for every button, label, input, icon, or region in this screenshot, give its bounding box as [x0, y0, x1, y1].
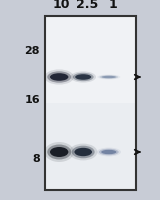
Ellipse shape	[72, 146, 95, 158]
Ellipse shape	[69, 144, 97, 160]
Bar	[45, 16, 136, 190]
Text: 16: 16	[24, 95, 40, 105]
Ellipse shape	[44, 69, 74, 85]
Ellipse shape	[101, 150, 116, 154]
Bar	[45, 103, 136, 190]
Text: 1: 1	[108, 0, 117, 11]
Ellipse shape	[102, 76, 116, 78]
Ellipse shape	[50, 73, 68, 81]
Ellipse shape	[100, 75, 118, 79]
Ellipse shape	[99, 149, 119, 155]
Ellipse shape	[74, 148, 92, 156]
Text: 2.5: 2.5	[76, 0, 98, 11]
Ellipse shape	[44, 142, 74, 162]
Ellipse shape	[47, 71, 71, 83]
Ellipse shape	[97, 148, 121, 156]
Bar	[45, 16, 136, 190]
Ellipse shape	[97, 75, 120, 79]
Ellipse shape	[70, 71, 96, 83]
Text: 8: 8	[32, 154, 40, 164]
Ellipse shape	[47, 144, 71, 160]
Ellipse shape	[73, 73, 94, 81]
Ellipse shape	[50, 147, 68, 157]
Text: 28: 28	[24, 46, 40, 56]
Text: 10: 10	[53, 0, 70, 11]
Ellipse shape	[75, 74, 91, 80]
